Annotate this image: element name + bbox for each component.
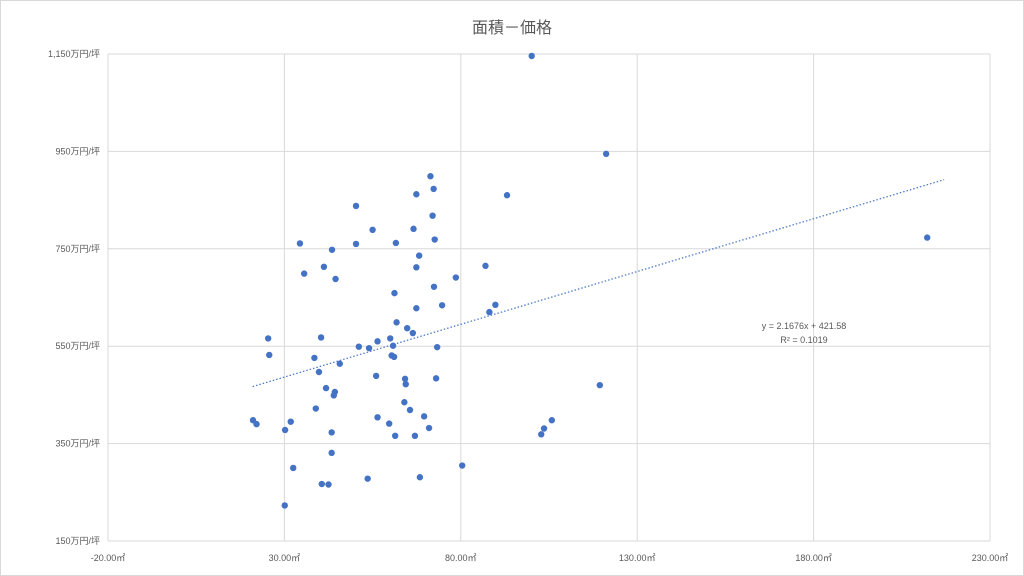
data-point xyxy=(385,420,393,427)
chart-title: 面積－価格 xyxy=(471,20,552,37)
data-point xyxy=(430,185,437,193)
data-point xyxy=(503,192,511,199)
data-point xyxy=(429,212,436,219)
data-point xyxy=(427,173,434,180)
data-point xyxy=(415,252,423,259)
data-point xyxy=(374,338,381,345)
data-point xyxy=(409,329,417,337)
data-point xyxy=(420,413,428,420)
data-point xyxy=(401,399,408,406)
data-point xyxy=(300,270,308,277)
data-point xyxy=(315,368,323,376)
y-tick-label: 950万円/坪 xyxy=(55,146,100,156)
x-tick-label: 230.00㎡ xyxy=(972,553,1009,563)
data-point xyxy=(328,449,335,457)
data-point xyxy=(924,234,931,241)
data-point xyxy=(328,246,336,253)
data-point xyxy=(387,335,394,342)
data-point xyxy=(325,481,332,488)
trendline-equation: y = 2.1676x + 421.58 xyxy=(762,321,847,331)
data-point xyxy=(364,475,371,482)
data-point xyxy=(438,302,446,309)
data-point xyxy=(365,344,373,352)
data-point xyxy=(372,372,380,380)
trendline-equation-group: y = 2.1676x + 421.58 R² = 0.1019 xyxy=(762,321,847,345)
data-point xyxy=(290,464,297,472)
data-points xyxy=(249,52,931,509)
data-point xyxy=(486,308,493,316)
data-point xyxy=(416,474,424,481)
data-point xyxy=(318,480,325,488)
data-point xyxy=(528,52,535,60)
data-point xyxy=(320,263,328,271)
data-point xyxy=(596,381,604,389)
data-point xyxy=(391,432,399,440)
data-point xyxy=(406,406,414,414)
x-tick-label: -20.00㎡ xyxy=(91,553,126,563)
data-point xyxy=(452,274,460,281)
x-tick-label: 130.00㎡ xyxy=(619,553,656,563)
y-tick-label: 550万円/坪 xyxy=(55,341,100,351)
data-point xyxy=(317,334,325,341)
data-point xyxy=(413,191,420,198)
data-point xyxy=(287,418,294,425)
data-point xyxy=(355,343,363,350)
x-tick-label: 180.00㎡ xyxy=(795,553,832,563)
data-point xyxy=(411,432,419,440)
data-point xyxy=(410,225,417,233)
data-point xyxy=(403,324,411,332)
data-point xyxy=(540,425,548,432)
data-point xyxy=(492,301,499,309)
data-point xyxy=(336,360,343,367)
data-point xyxy=(431,236,438,243)
data-point xyxy=(425,424,433,432)
y-tick-label: 750万円/坪 xyxy=(55,244,100,254)
data-point xyxy=(253,420,260,428)
data-point xyxy=(328,429,335,436)
data-point xyxy=(296,240,304,247)
data-point xyxy=(432,375,440,382)
x-tick-label: 30.00㎡ xyxy=(269,553,301,563)
data-point xyxy=(281,502,288,509)
data-point xyxy=(538,431,545,438)
data-point xyxy=(391,289,398,297)
data-point xyxy=(392,239,400,247)
data-point xyxy=(402,380,409,388)
data-point xyxy=(312,405,319,412)
data-point xyxy=(430,283,438,290)
data-point xyxy=(352,240,360,248)
data-point xyxy=(311,354,318,362)
axis-tick-labels: -20.00㎡ 30.00㎡ 80.00㎡ 130.00㎡ 180.00㎡ 230.00㎡… xyxy=(48,49,1008,563)
data-point xyxy=(332,275,339,283)
data-point xyxy=(413,264,420,271)
data-point xyxy=(433,343,441,351)
data-point xyxy=(393,319,400,326)
y-tick-label: 1,150万円/坪 xyxy=(48,49,100,59)
data-point xyxy=(389,342,397,349)
data-point xyxy=(602,150,610,158)
data-point xyxy=(264,335,272,342)
data-point xyxy=(390,353,398,361)
data-point xyxy=(369,226,376,234)
data-point xyxy=(413,305,420,312)
trendline-group xyxy=(252,179,945,388)
data-point xyxy=(401,375,409,383)
data-point xyxy=(482,262,489,270)
trendline-r-squared: R² = 0.1019 xyxy=(780,335,827,345)
data-point xyxy=(331,388,339,396)
y-tick-label: 150万円/坪 xyxy=(55,536,100,546)
data-point xyxy=(281,426,289,434)
data-point xyxy=(374,414,381,421)
data-point xyxy=(459,462,466,469)
y-tick-label: 350万円/坪 xyxy=(55,439,100,449)
data-point xyxy=(548,417,556,424)
data-point xyxy=(352,202,360,210)
x-tick-label: 80.00㎡ xyxy=(445,553,477,563)
trendline xyxy=(252,179,945,388)
data-point xyxy=(266,351,273,359)
data-point xyxy=(322,384,330,392)
grid-lines xyxy=(107,53,991,542)
